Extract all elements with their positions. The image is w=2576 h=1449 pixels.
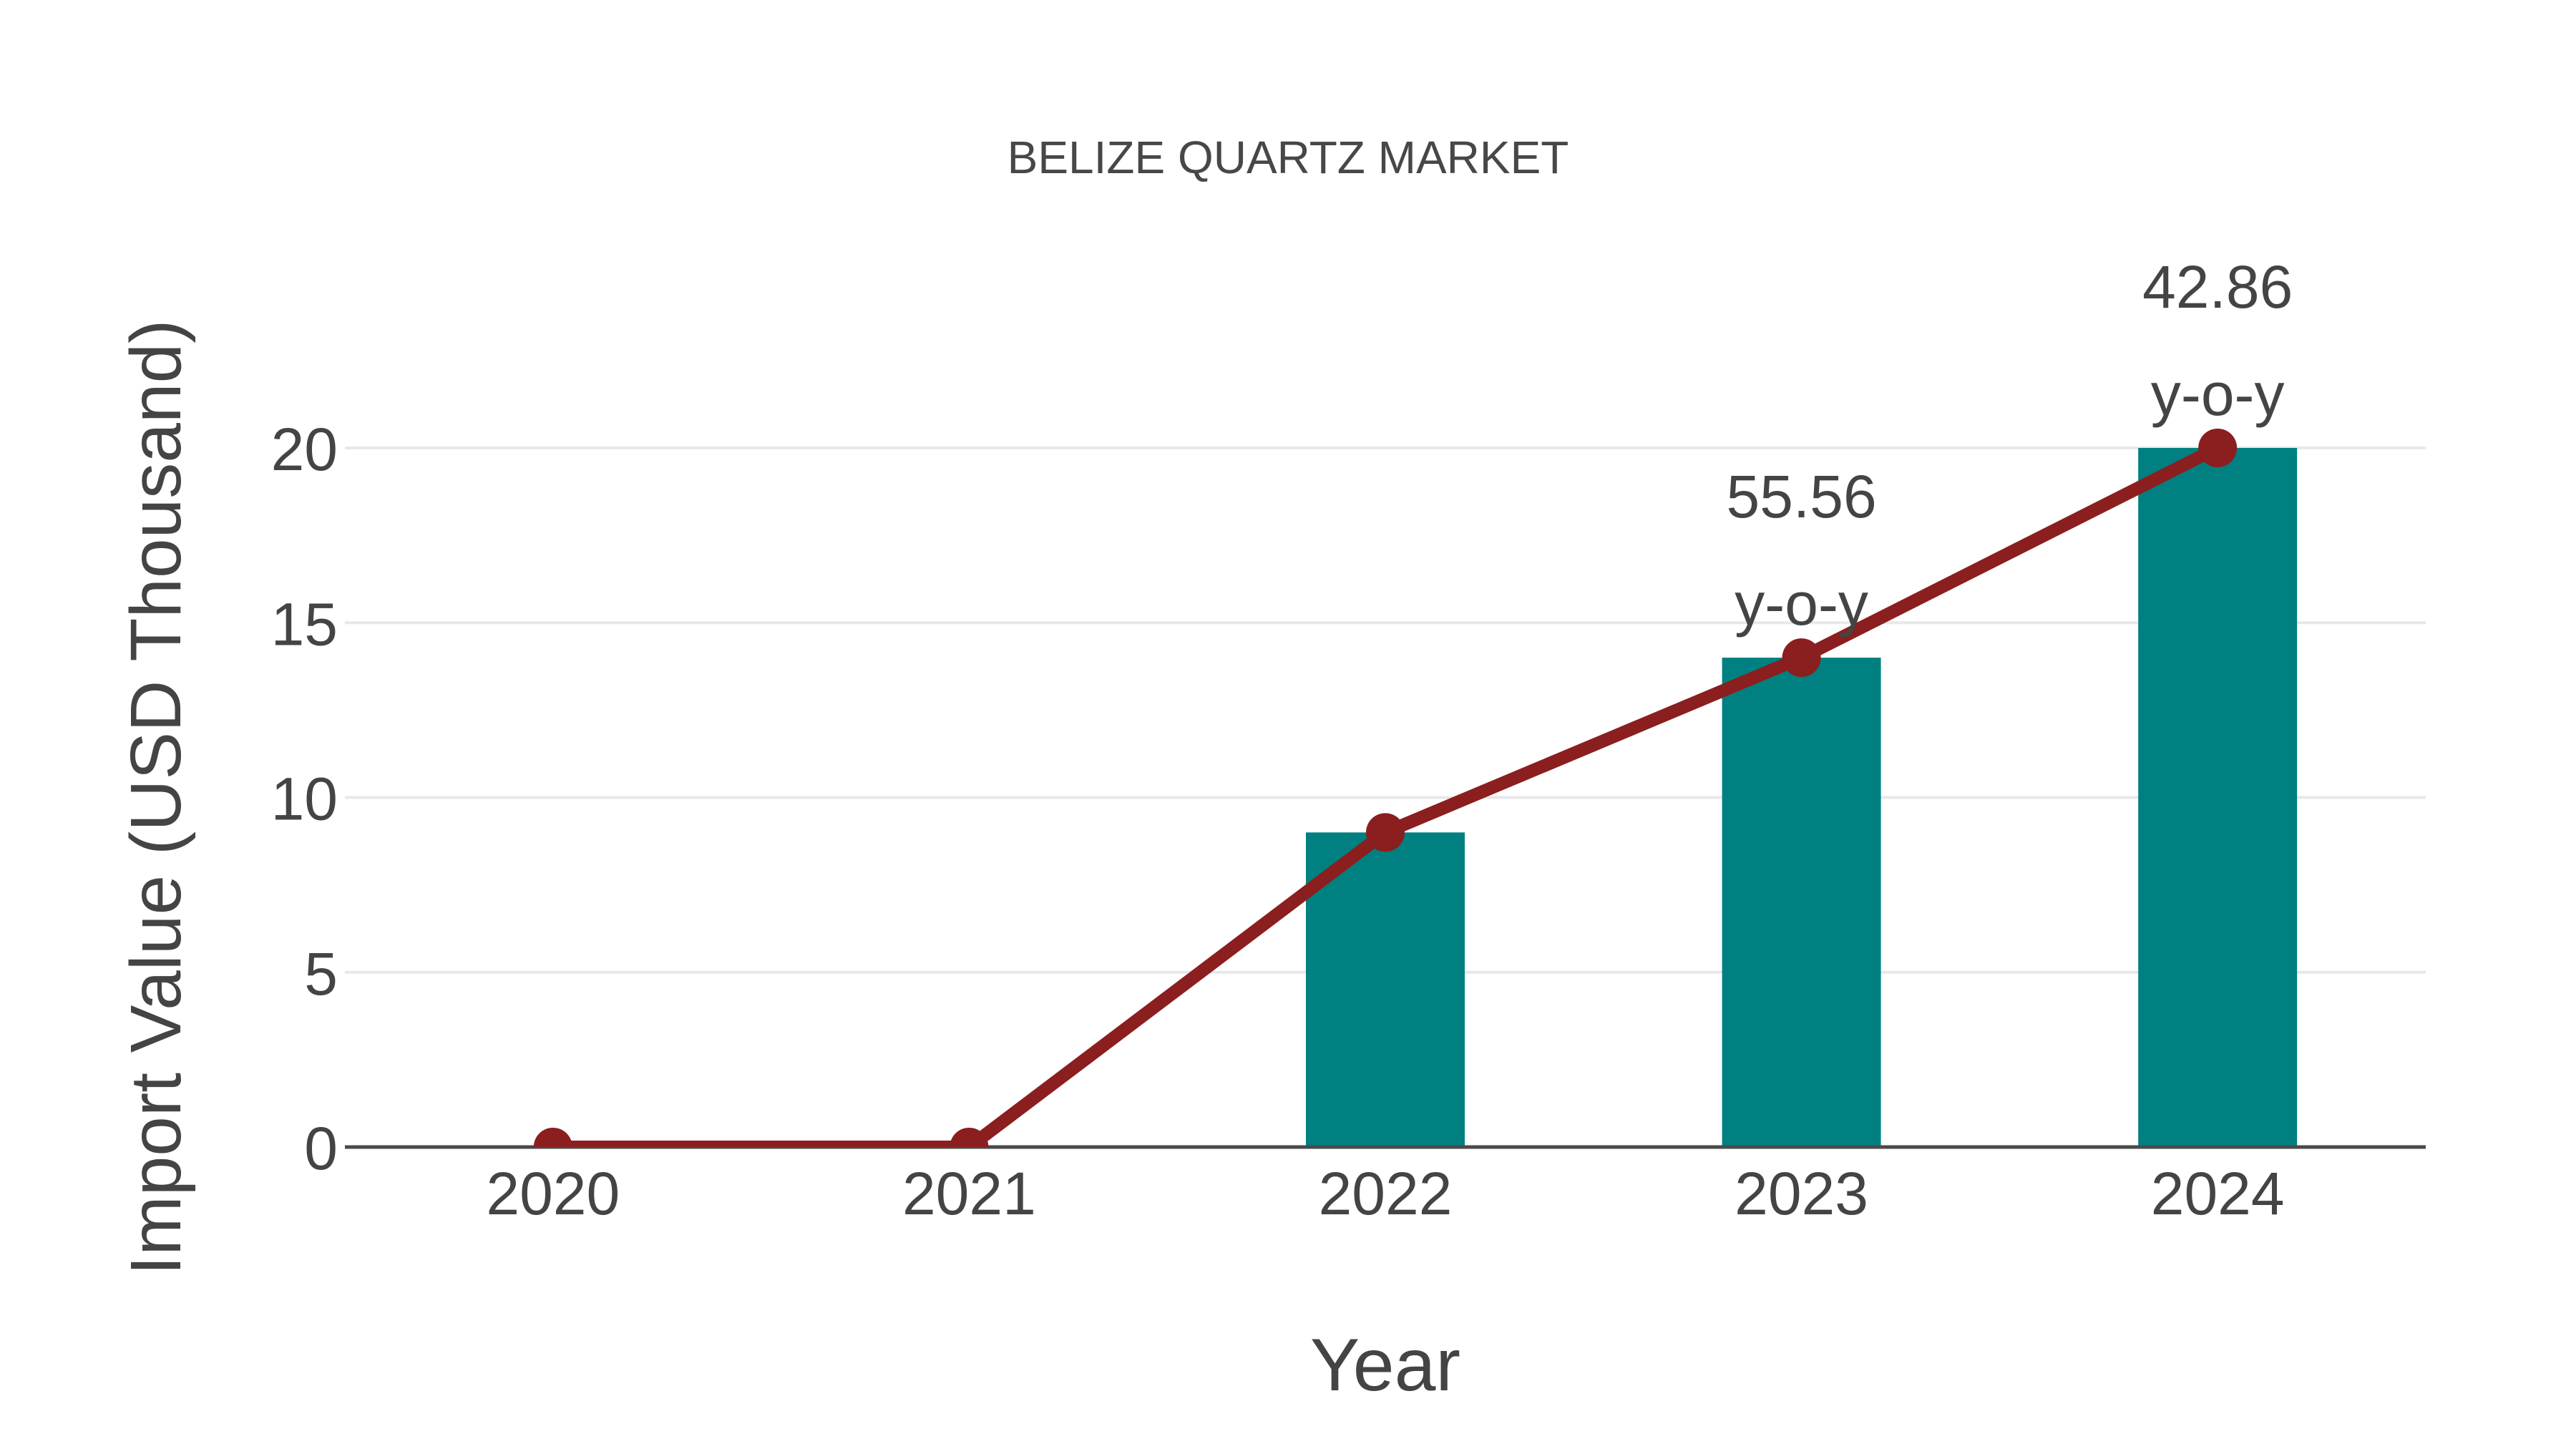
bar-2023	[1722, 658, 1881, 1147]
data-point-marker-2023	[1782, 638, 1821, 678]
x-tick-label: 2020	[486, 1160, 620, 1227]
y-tick-label: 10	[271, 766, 338, 833]
y-tick-label: 15	[271, 590, 338, 658]
chart-title: BELIZE QUARTZ MARKET	[1008, 132, 1569, 183]
data-point-marker-2021	[950, 1128, 989, 1147]
y-tick-label: 0	[304, 1115, 338, 1182]
y-tick-label: 20	[271, 416, 338, 483]
y-tick-label: 5	[304, 940, 338, 1008]
y-axis-title: Import Value (USD Thousand)	[116, 320, 196, 1276]
data-point-marker-2020	[533, 1128, 572, 1147]
bar-2022	[1306, 832, 1465, 1147]
x-tick-label: 2022	[1319, 1160, 1453, 1227]
annotation-value: 55.56	[1726, 463, 1876, 530]
annotation-yoy: y-o-y	[2151, 361, 2285, 428]
data-point-marker-2022	[1366, 813, 1405, 852]
x-tick-label: 2021	[902, 1160, 1036, 1227]
x-tick-label: 2023	[1735, 1160, 1868, 1227]
bar-2024	[2138, 448, 2298, 1147]
data-point-marker-2024	[2198, 429, 2238, 467]
line-series-group	[533, 429, 2238, 1147]
x-tick-label: 2024	[2151, 1160, 2285, 1227]
annotation-value: 42.86	[2142, 253, 2293, 321]
annotation-yoy: y-o-y	[1735, 570, 1868, 638]
x-axis-title: Year	[1310, 1324, 1460, 1407]
